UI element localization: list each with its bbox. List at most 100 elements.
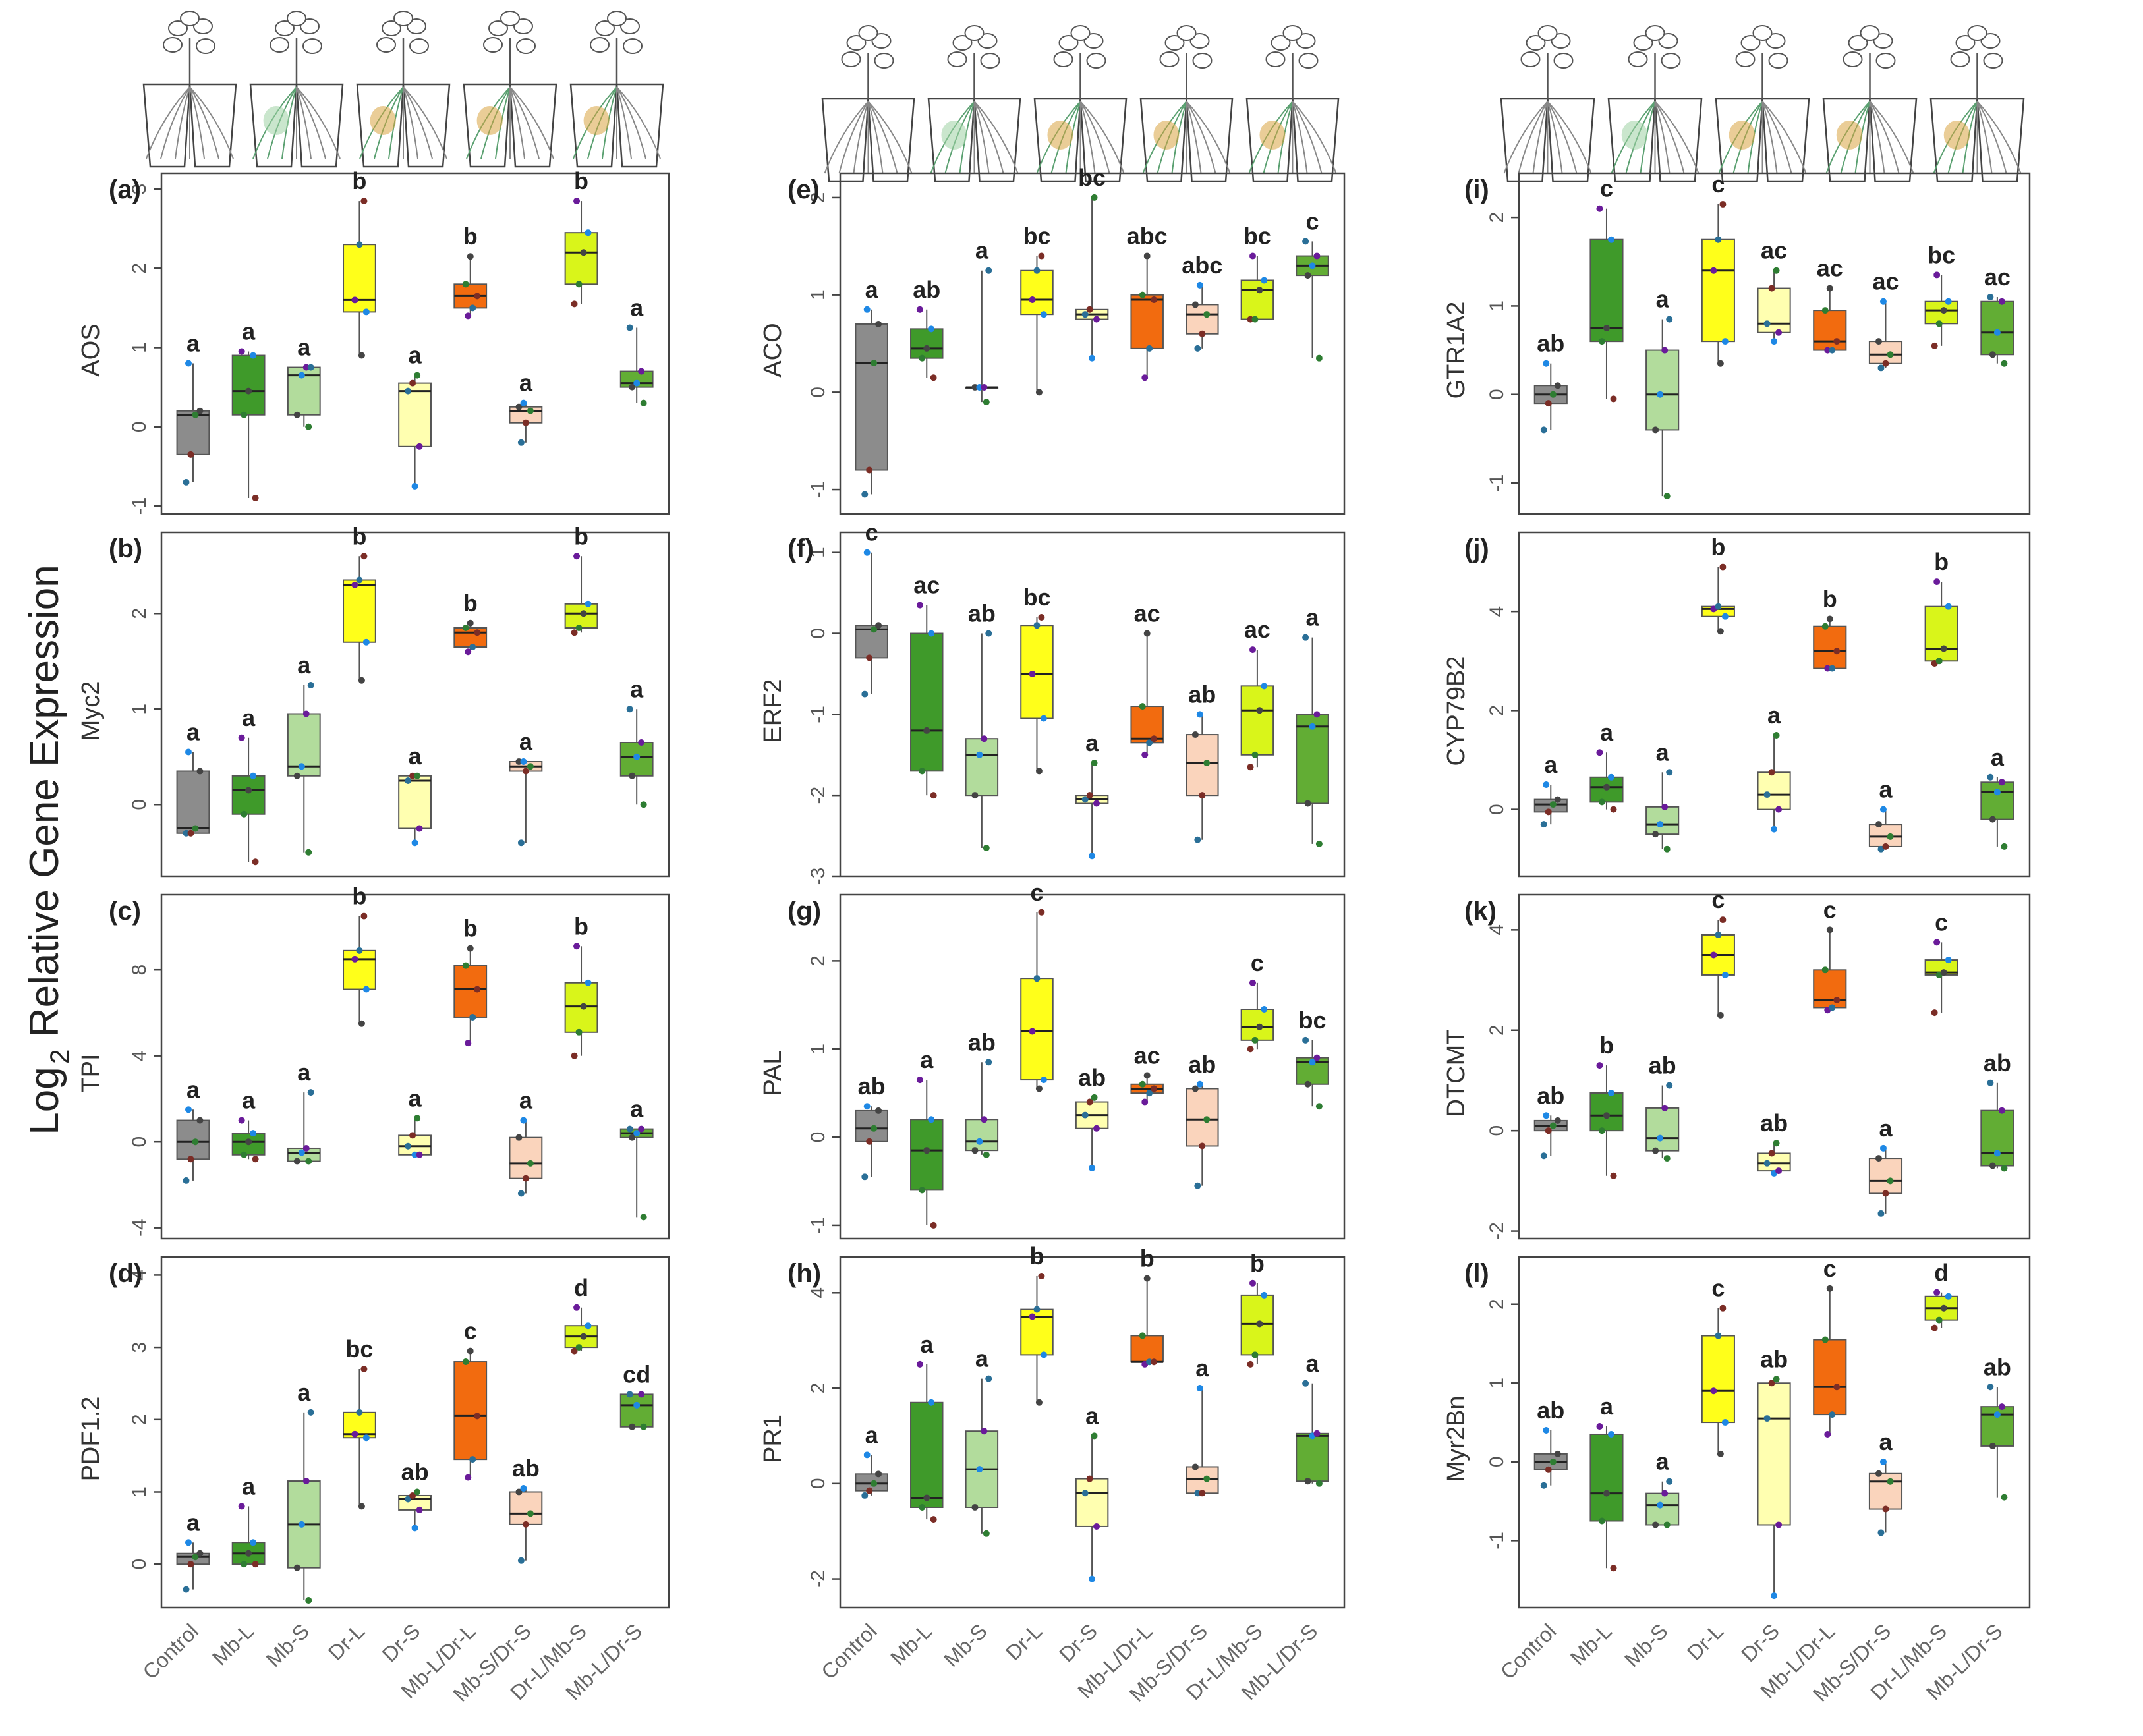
data-point xyxy=(571,629,578,636)
data-point xyxy=(930,792,937,799)
data-point xyxy=(358,677,365,684)
data-point xyxy=(1038,252,1045,260)
box-body xyxy=(1813,310,1847,351)
y-tick-label: 0 xyxy=(807,1132,829,1143)
root-line xyxy=(1547,101,1563,174)
significance-letter: a xyxy=(519,370,533,397)
box-body xyxy=(1924,605,1958,662)
data-point xyxy=(307,364,314,371)
data-point xyxy=(1554,1117,1561,1124)
soil-microbe-patch xyxy=(1729,121,1756,150)
box-dr-s: a xyxy=(1075,1402,1109,1582)
x-label-control: Control xyxy=(1496,1619,1560,1683)
box-mb-s: a xyxy=(1645,286,1680,500)
y-tick-label: 4 xyxy=(129,1050,150,1061)
panel-label: (b) xyxy=(109,534,142,563)
data-point xyxy=(416,825,423,832)
root-line xyxy=(1761,101,1807,174)
data-point xyxy=(1833,338,1841,345)
data-point xyxy=(469,304,476,312)
root-line xyxy=(1869,101,1900,174)
box-dr-l: c xyxy=(1701,886,1735,1019)
data-point xyxy=(1598,1517,1605,1525)
box-body xyxy=(1075,1478,1109,1527)
data-point xyxy=(1887,833,1894,840)
soil-microbe-patch xyxy=(1621,121,1648,150)
box-dr-s: ab xyxy=(398,1458,432,1532)
box-mb-s: a xyxy=(965,1345,999,1537)
data-point xyxy=(192,411,199,418)
box-mb-s-dr-s: a xyxy=(1868,1115,1903,1217)
data-point xyxy=(298,1149,305,1156)
data-point xyxy=(1029,1028,1036,1035)
data-point xyxy=(1139,291,1146,298)
box-mb-s-dr-s: ab xyxy=(509,1455,543,1564)
data-point xyxy=(1141,1098,1149,1106)
data-point xyxy=(976,383,983,391)
significance-letter: a xyxy=(1991,744,2005,771)
plant-leaf xyxy=(858,25,878,41)
data-point xyxy=(1146,1358,1153,1366)
data-point xyxy=(1603,783,1610,791)
plant-leaf xyxy=(1740,35,1761,51)
box-body xyxy=(1130,294,1164,349)
data-point xyxy=(629,1423,636,1430)
data-point xyxy=(640,1214,647,1221)
data-point xyxy=(1141,374,1149,381)
y-title-prefix: Log xyxy=(22,1067,67,1134)
plant-leaf xyxy=(1058,35,1079,51)
box-mb-s: ab xyxy=(965,1028,999,1158)
data-point xyxy=(1313,711,1321,718)
x-label-mb-l: Mb-L xyxy=(1566,1619,1616,1669)
data-point xyxy=(305,1158,312,1165)
box-dr-l: b xyxy=(1701,534,1735,635)
plant-leaf xyxy=(1875,53,1896,69)
data-point xyxy=(1199,330,1206,337)
pot-right-half xyxy=(1079,98,1128,182)
data-point xyxy=(411,1151,418,1158)
data-point xyxy=(1146,1090,1153,1097)
data-point xyxy=(1768,1380,1775,1387)
data-point xyxy=(302,710,310,717)
box-body xyxy=(1813,969,1847,1009)
pot-pair-illustration xyxy=(1929,25,2025,182)
data-point xyxy=(985,1375,992,1382)
box-dr-s: bc xyxy=(1075,164,1109,362)
box-mb-s-dr-s: ac xyxy=(1868,268,1903,372)
data-point xyxy=(1826,926,1833,934)
data-point xyxy=(1771,826,1778,833)
box-body xyxy=(1980,1109,2014,1167)
data-point xyxy=(1775,1521,1783,1528)
significance-letter: b xyxy=(1823,585,1837,612)
significance-letter: b xyxy=(574,167,588,194)
box-body xyxy=(910,632,944,772)
significance-letter: a xyxy=(630,1096,644,1123)
plot-frame xyxy=(160,172,670,515)
data-point xyxy=(238,348,245,355)
box-mb-l-dr-l: c xyxy=(453,1318,488,1481)
data-point xyxy=(1191,1085,1199,1092)
data-point xyxy=(1304,800,1311,807)
data-point xyxy=(1987,1079,1994,1086)
box-mb-l-dr-s: a xyxy=(619,1096,654,1221)
root-line xyxy=(1503,101,1549,174)
data-point xyxy=(1661,1104,1669,1111)
plant-leaf xyxy=(1765,33,1786,49)
data-point xyxy=(1261,683,1268,690)
data-point xyxy=(351,296,358,304)
box-mb-l: a xyxy=(910,1331,944,1523)
data-point xyxy=(985,267,992,274)
box-dr-l-mb-s: b xyxy=(1240,1250,1274,1368)
root-line xyxy=(509,86,554,159)
box-mb-l-dr-l: ac xyxy=(1130,1042,1164,1106)
plot-frame xyxy=(1518,172,2031,515)
data-point xyxy=(474,293,481,300)
y-tick-label: -1 xyxy=(807,706,829,723)
data-point xyxy=(187,829,194,837)
significance-letter: bc xyxy=(1928,241,1955,268)
root-line xyxy=(973,101,990,174)
root-line xyxy=(296,86,341,159)
pot-right-half xyxy=(867,98,915,182)
y-tick-label: 0 xyxy=(1486,1125,1508,1136)
root-line xyxy=(1518,101,1549,174)
